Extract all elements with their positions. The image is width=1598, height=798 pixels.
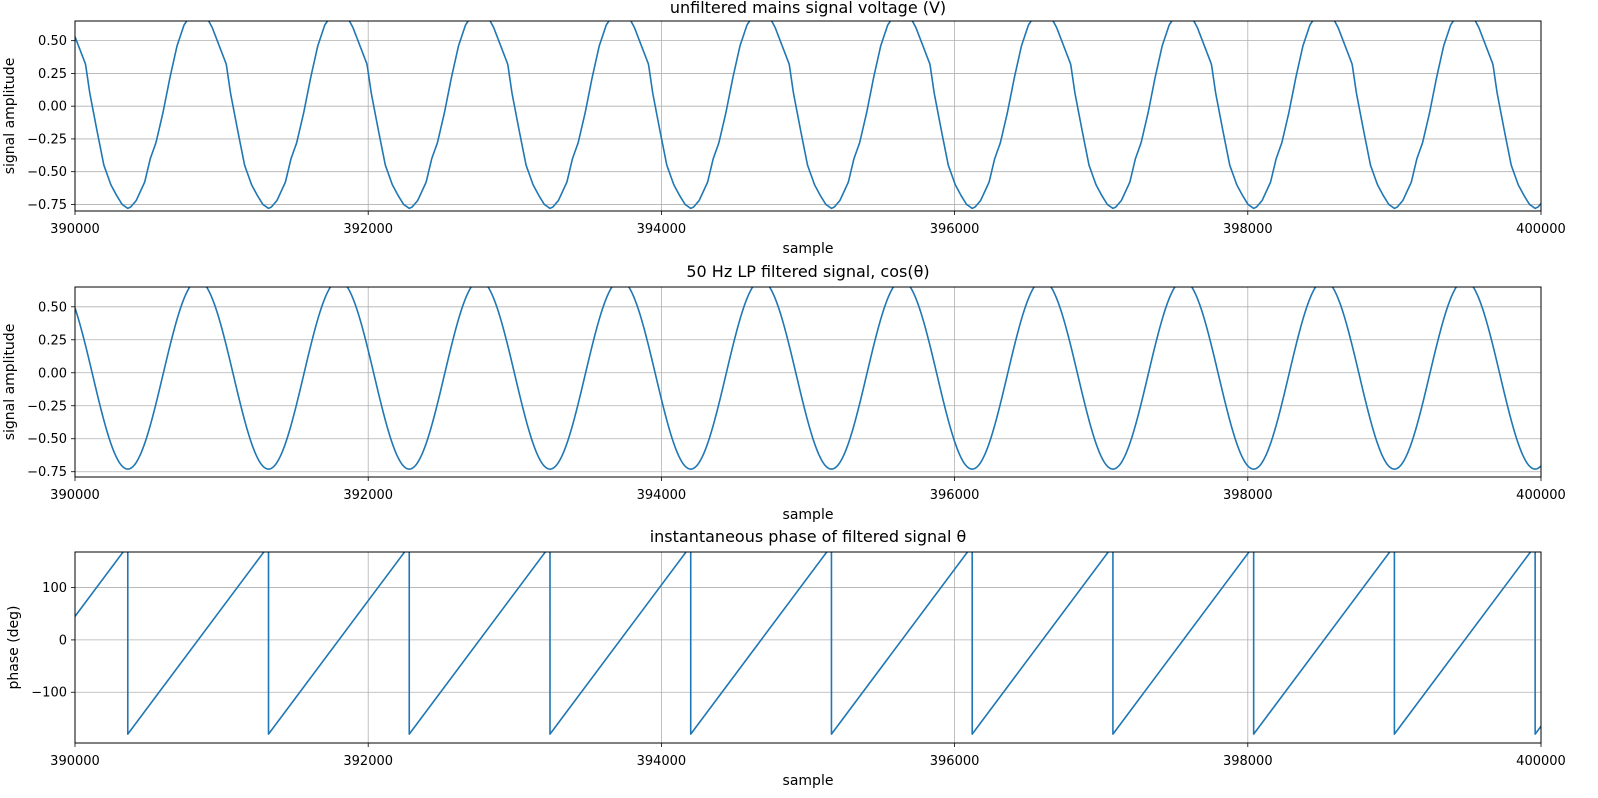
y-tick-label: 0.25: [38, 333, 67, 348]
x-tick-label: 396000: [930, 222, 980, 237]
y-axis-label: signal amplitude: [2, 58, 18, 175]
x-tick-label: 398000: [1223, 754, 1273, 769]
chart-title: instantaneous phase of filtered signal θ: [650, 527, 967, 546]
series-line: [75, 552, 1541, 735]
x-tick-label: 398000: [1223, 488, 1273, 503]
series-line: [75, 21, 1541, 210]
axes-frame: [74, 20, 1542, 212]
axes-frame: [74, 286, 1542, 478]
y-tick-label: −0.25: [27, 132, 67, 147]
x-tick-label: 394000: [637, 222, 687, 237]
y-tick-label: −0.75: [27, 465, 67, 480]
y-tick-label: 0.00: [38, 366, 67, 381]
x-tick-label: 394000: [637, 488, 687, 503]
x-tick-label: 398000: [1223, 222, 1273, 237]
x-axis-label: sample: [783, 507, 834, 523]
chart-2: 390000 392000 394000 396000 398000 400000 0.50…: [2, 262, 1566, 523]
x-tick-label: 392000: [343, 222, 393, 237]
x-tick-label: 394000: [637, 754, 687, 769]
y-tick-label: 100: [42, 581, 67, 596]
x-tick-label: 392000: [343, 488, 393, 503]
chart-title: unfiltered mains signal voltage (V): [670, 0, 946, 17]
y-axis-label: phase (deg): [6, 605, 22, 689]
x-tick-label: 396000: [930, 754, 980, 769]
y-tick-label: 0.25: [38, 67, 67, 82]
chart-1: 390000 392000 394000 396000 398000 400000 0.50…: [2, 0, 1566, 257]
x-axis-label: sample: [783, 773, 834, 789]
chart-3: 390000 392000 394000 396000 398000 400000 100 0…: [6, 527, 1566, 789]
y-tick-label: −0.75: [27, 198, 67, 213]
x-tick-label: 390000: [50, 754, 100, 769]
y-tick-label: 0.00: [38, 100, 67, 115]
x-axis-label: sample: [783, 241, 834, 257]
y-tick-label: 0.50: [38, 300, 67, 315]
x-tick-label: 400000: [1516, 754, 1566, 769]
y-tick-label: −0.50: [27, 165, 67, 180]
y-axis-label: signal amplitude: [2, 324, 18, 441]
x-tick-label: 390000: [50, 488, 100, 503]
x-tick-label: 400000: [1516, 488, 1566, 503]
y-tick-label: −0.25: [27, 399, 67, 414]
x-tick-label: 396000: [930, 488, 980, 503]
axes-frame: [74, 551, 1542, 744]
y-tick-label: −100: [31, 686, 67, 701]
series-line: [75, 287, 1541, 470]
x-tick-label: 390000: [50, 222, 100, 237]
y-tick-label: 0.50: [38, 34, 67, 49]
x-tick-label: 400000: [1516, 222, 1566, 237]
y-tick-label: −0.50: [27, 432, 67, 447]
chart-title: 50 Hz LP filtered signal, cos(θ): [686, 262, 929, 281]
x-tick-label: 392000: [343, 754, 393, 769]
y-tick-label: 0: [59, 633, 67, 648]
